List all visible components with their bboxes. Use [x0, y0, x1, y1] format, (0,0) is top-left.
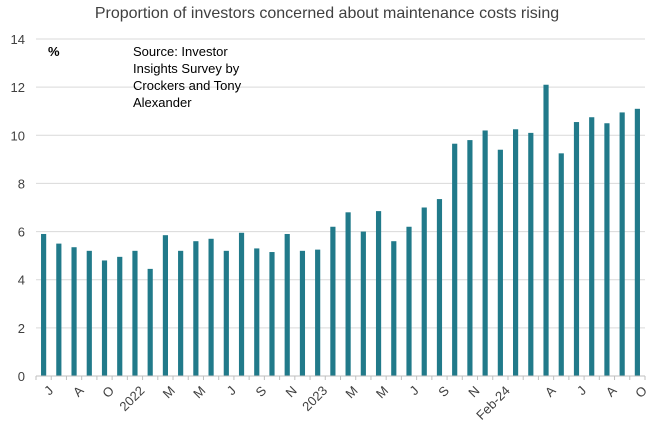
x-tick-label: J	[406, 383, 421, 398]
bar	[345, 212, 351, 376]
bar	[497, 149, 503, 376]
y-axis: 0 2 4 6 8 10 12 14	[11, 32, 25, 384]
bar	[193, 241, 199, 376]
bar	[452, 143, 458, 376]
x-tick-label: J	[224, 383, 239, 398]
chart-title: Proportion of investors concerned about …	[94, 5, 560, 22]
bar	[117, 256, 123, 376]
bar	[634, 108, 640, 377]
bar	[254, 248, 260, 376]
x-tick-label: N	[283, 383, 300, 400]
x-tick-label: M	[190, 383, 208, 401]
x-tick-label: J	[574, 383, 589, 398]
y-tick-label: 12	[11, 80, 25, 95]
x-tick-label: A	[542, 383, 559, 400]
bar	[573, 122, 580, 377]
source-note-line: Insights Survey by	[133, 61, 240, 76]
bars	[41, 84, 640, 377]
bar	[436, 199, 443, 376]
y-tick-label: 2	[18, 321, 25, 336]
source-note-line: Alexander	[133, 95, 192, 110]
bar	[41, 233, 47, 376]
bar	[208, 238, 214, 376]
x-tick-label: M	[373, 383, 391, 401]
bar	[269, 252, 275, 376]
bar	[619, 112, 625, 377]
source-note-line: Source: Investor	[133, 44, 228, 59]
bar	[299, 250, 306, 376]
y-tick-label: 4	[18, 273, 25, 288]
bar	[528, 132, 534, 376]
bar	[284, 233, 290, 376]
x-tick-label: 2023	[299, 383, 330, 414]
x-tick-label: S	[435, 383, 452, 400]
bar	[375, 211, 382, 376]
x-tick-label: A	[603, 383, 620, 400]
y-tick-label: 10	[11, 128, 25, 143]
bar	[467, 140, 473, 376]
bar	[604, 123, 610, 376]
annotations: % Source: Investor Insights Survey by Crock…	[48, 44, 242, 110]
bar	[71, 247, 77, 376]
bar	[56, 243, 62, 376]
grid-lines	[36, 38, 645, 329]
bar	[482, 130, 488, 376]
bar	[223, 250, 229, 376]
bar	[147, 268, 153, 376]
bar	[512, 129, 519, 376]
bar	[101, 260, 108, 376]
x-tick-label: N	[465, 383, 482, 400]
x-tick-label: M	[160, 383, 178, 401]
bar	[406, 226, 412, 376]
x-tick-label: S	[253, 383, 270, 400]
x-tick-label: O	[99, 383, 117, 401]
source-note-line: Crockers and Tony	[133, 78, 242, 93]
bar	[162, 235, 169, 376]
bar	[558, 153, 564, 376]
x-tick-label: M	[342, 383, 360, 401]
unit-label: %	[48, 44, 60, 59]
y-tick-label: 0	[18, 369, 25, 384]
x-tick-label: 2022	[116, 383, 147, 414]
bar	[360, 231, 366, 376]
x-tick-label: O	[632, 383, 650, 401]
bar	[86, 250, 92, 376]
bar	[330, 226, 336, 376]
y-tick-label: 6	[18, 225, 25, 240]
bar	[421, 207, 427, 376]
bar	[315, 249, 321, 376]
bar	[589, 117, 595, 376]
x-tick-label: J	[41, 383, 56, 398]
bar	[391, 241, 397, 376]
y-tick-label: 8	[18, 176, 25, 191]
bar	[178, 250, 184, 376]
x-tick-label: A	[70, 383, 87, 400]
y-tick-label: 14	[11, 32, 25, 47]
bar	[132, 250, 138, 376]
bar	[543, 84, 549, 376]
x-tick-label: Feb-24	[473, 383, 513, 423]
bar	[238, 232, 245, 376]
